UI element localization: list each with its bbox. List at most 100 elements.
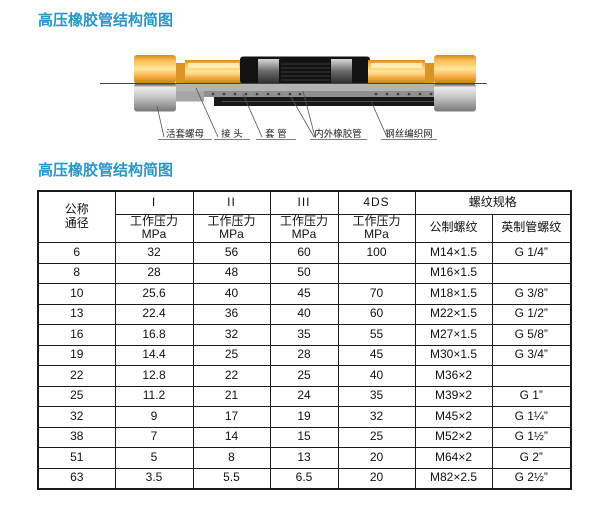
leader-lines bbox=[156, 87, 388, 138]
cell-nominal-diameter: 51 bbox=[37, 447, 116, 469]
cell-pressure-1: 32 bbox=[114, 242, 194, 264]
pressure-label: 工作压力 bbox=[129, 214, 178, 228]
header-pressure-3: 工作压力 MPa bbox=[269, 213, 339, 244]
table-row: 8 28 48 50 M16×1.5 bbox=[37, 262, 572, 285]
cell-pressure-2: 36 bbox=[192, 303, 271, 326]
header-nominal-line2: 通径 bbox=[64, 216, 89, 231]
cell-pressure-4ds bbox=[337, 262, 416, 285]
header-grade-2: II bbox=[192, 190, 271, 215]
table-row: 16 16.8 32 35 55 M27×1.5 G 5/8” bbox=[37, 324, 572, 346]
header-row-1: 公称 通径 I II III 4DS 螺纹规格 bbox=[37, 190, 572, 244]
right-nut-top bbox=[434, 55, 476, 84]
cell-metric-thread: M30×1.5 bbox=[414, 344, 493, 367]
cell-inch-thread: G 1” bbox=[491, 385, 572, 408]
cell-pressure-3: 40 bbox=[269, 303, 339, 326]
cell-inch-thread: G 3/8” bbox=[491, 283, 572, 305]
cell-nominal-diameter: 25 bbox=[37, 385, 116, 408]
left-neck bbox=[176, 63, 185, 84]
cell-pressure-1: 5 bbox=[114, 447, 194, 469]
header-grade-4ds: 4DS bbox=[337, 190, 416, 215]
cell-inch-thread: G 1/4” bbox=[491, 242, 572, 264]
cell-pressure-4ds: 40 bbox=[337, 365, 416, 387]
pressure-label: 工作压力 bbox=[207, 214, 256, 228]
cell-pressure-2: 48 bbox=[192, 262, 271, 285]
cell-metric-thread: M82×2.5 bbox=[414, 467, 493, 490]
sleeve-section bbox=[204, 91, 466, 97]
cell-nominal-diameter: 22 bbox=[37, 365, 116, 387]
cell-pressure-4ds: 60 bbox=[337, 303, 416, 326]
header-inch-thread: 英制管螺纹 bbox=[491, 213, 572, 244]
cell-inch-thread: G 1½” bbox=[491, 426, 572, 449]
steel-tube-section bbox=[150, 84, 472, 92]
cell-metric-thread: M36×2 bbox=[414, 365, 493, 387]
cell-inch-thread: G 2½” bbox=[491, 467, 572, 490]
header-thread-spec: 螺纹规格 bbox=[414, 190, 572, 215]
header-pressure-1: 工作压力 MPa bbox=[114, 213, 194, 244]
cell-pressure-3: 25 bbox=[269, 365, 339, 387]
cell-inch-thread: G 5/8” bbox=[491, 324, 572, 346]
pressure-label: 工作压力 bbox=[352, 214, 401, 228]
cell-pressure-4ds: 100 bbox=[337, 242, 416, 264]
table-body: 6 32 56 60 100 M14×1.5 G 1/4” 8 28 48 50… bbox=[37, 242, 572, 490]
table-row: 19 14.4 25 28 45 M30×1.5 G 3/4” bbox=[37, 344, 572, 367]
cell-nominal-diameter: 16 bbox=[37, 324, 116, 346]
cell-pressure-2: 32 bbox=[192, 324, 271, 346]
cell-pressure-3: 28 bbox=[269, 344, 339, 367]
cell-nominal-diameter: 38 bbox=[37, 426, 116, 449]
header-pressure-2: 工作压力 MPa bbox=[192, 213, 271, 244]
page-title: 高压橡胶管结构简图 bbox=[38, 12, 174, 29]
cell-inch-thread: G 1/2” bbox=[491, 303, 572, 326]
cell-metric-thread: M16×1.5 bbox=[414, 262, 493, 285]
spec-table: 公称 通径 I II III 4DS 螺纹规格 工作压力 MPa 工作压力 MP… bbox=[37, 190, 573, 490]
cell-metric-thread: M52×2 bbox=[414, 426, 493, 449]
cell-pressure-4ds: 25 bbox=[337, 426, 416, 449]
cell-inch-thread: G 3/4” bbox=[491, 344, 572, 367]
cell-metric-thread: M18×1.5 bbox=[414, 283, 493, 305]
cell-metric-thread: M22×1.5 bbox=[414, 303, 493, 326]
cell-pressure-4ds: 35 bbox=[337, 385, 416, 408]
table-row: 25 11.2 21 24 35 M39×2 G 1” bbox=[37, 385, 572, 408]
cell-nominal-diameter: 32 bbox=[37, 406, 116, 428]
cell-pressure-3: 45 bbox=[269, 283, 339, 305]
header-pressure-4ds: 工作压力 MPa bbox=[337, 213, 416, 244]
cell-pressure-4ds: 70 bbox=[337, 283, 416, 305]
pressure-unit: MPa bbox=[141, 227, 167, 242]
cell-nominal-diameter: 6 bbox=[37, 242, 116, 264]
cell-pressure-4ds: 20 bbox=[337, 467, 416, 490]
cell-pressure-3: 60 bbox=[269, 242, 339, 264]
cell-nominal-diameter: 13 bbox=[37, 303, 116, 326]
cell-nominal-diameter: 8 bbox=[37, 262, 116, 285]
left-joint-step bbox=[176, 91, 204, 102]
cell-pressure-3: 6.5 bbox=[269, 467, 339, 490]
cell-inch-thread: G 2” bbox=[491, 447, 572, 469]
table-title: 高压橡胶管结构简图 bbox=[38, 162, 174, 179]
header-grade-1: I bbox=[114, 190, 194, 215]
cell-pressure-1: 22.4 bbox=[114, 303, 194, 326]
cell-pressure-4ds: 32 bbox=[337, 406, 416, 428]
cell-pressure-2: 14 bbox=[192, 426, 271, 449]
pressure-unit: MPa bbox=[219, 227, 244, 242]
cell-pressure-1: 14.4 bbox=[114, 344, 194, 367]
header-grade-3: III bbox=[269, 190, 339, 215]
header-nominal-line1: 公称 bbox=[64, 202, 89, 217]
cell-pressure-1: 28 bbox=[114, 262, 194, 285]
cell-inch-thread bbox=[491, 365, 572, 387]
cell-pressure-2: 40 bbox=[192, 283, 271, 305]
right-neck bbox=[425, 63, 434, 84]
label-joint: 接 头 bbox=[221, 128, 243, 140]
cell-pressure-1: 7 bbox=[114, 426, 194, 449]
pressure-unit: MPa bbox=[291, 227, 317, 242]
cell-inch-thread bbox=[491, 262, 572, 285]
table-row: 32 9 17 19 32 M45×2 G 1¼” bbox=[37, 406, 572, 428]
hose-braid-texture bbox=[281, 63, 330, 81]
cell-metric-thread: M64×2 bbox=[414, 447, 493, 469]
cell-pressure-1: 9 bbox=[114, 406, 194, 428]
left-joint-highlight bbox=[188, 63, 239, 68]
table-row: 13 22.4 36 40 60 M22×1.5 G 1/2” bbox=[37, 303, 572, 326]
cell-pressure-1: 3.5 bbox=[114, 467, 194, 490]
header-metric-thread: 公制螺纹 bbox=[414, 213, 493, 244]
cell-metric-thread: M14×1.5 bbox=[414, 242, 493, 264]
label-swivel-nut: 活套螺母 bbox=[166, 128, 204, 140]
pressure-unit: MPa bbox=[364, 227, 389, 242]
cell-pressure-4ds: 55 bbox=[337, 324, 416, 346]
